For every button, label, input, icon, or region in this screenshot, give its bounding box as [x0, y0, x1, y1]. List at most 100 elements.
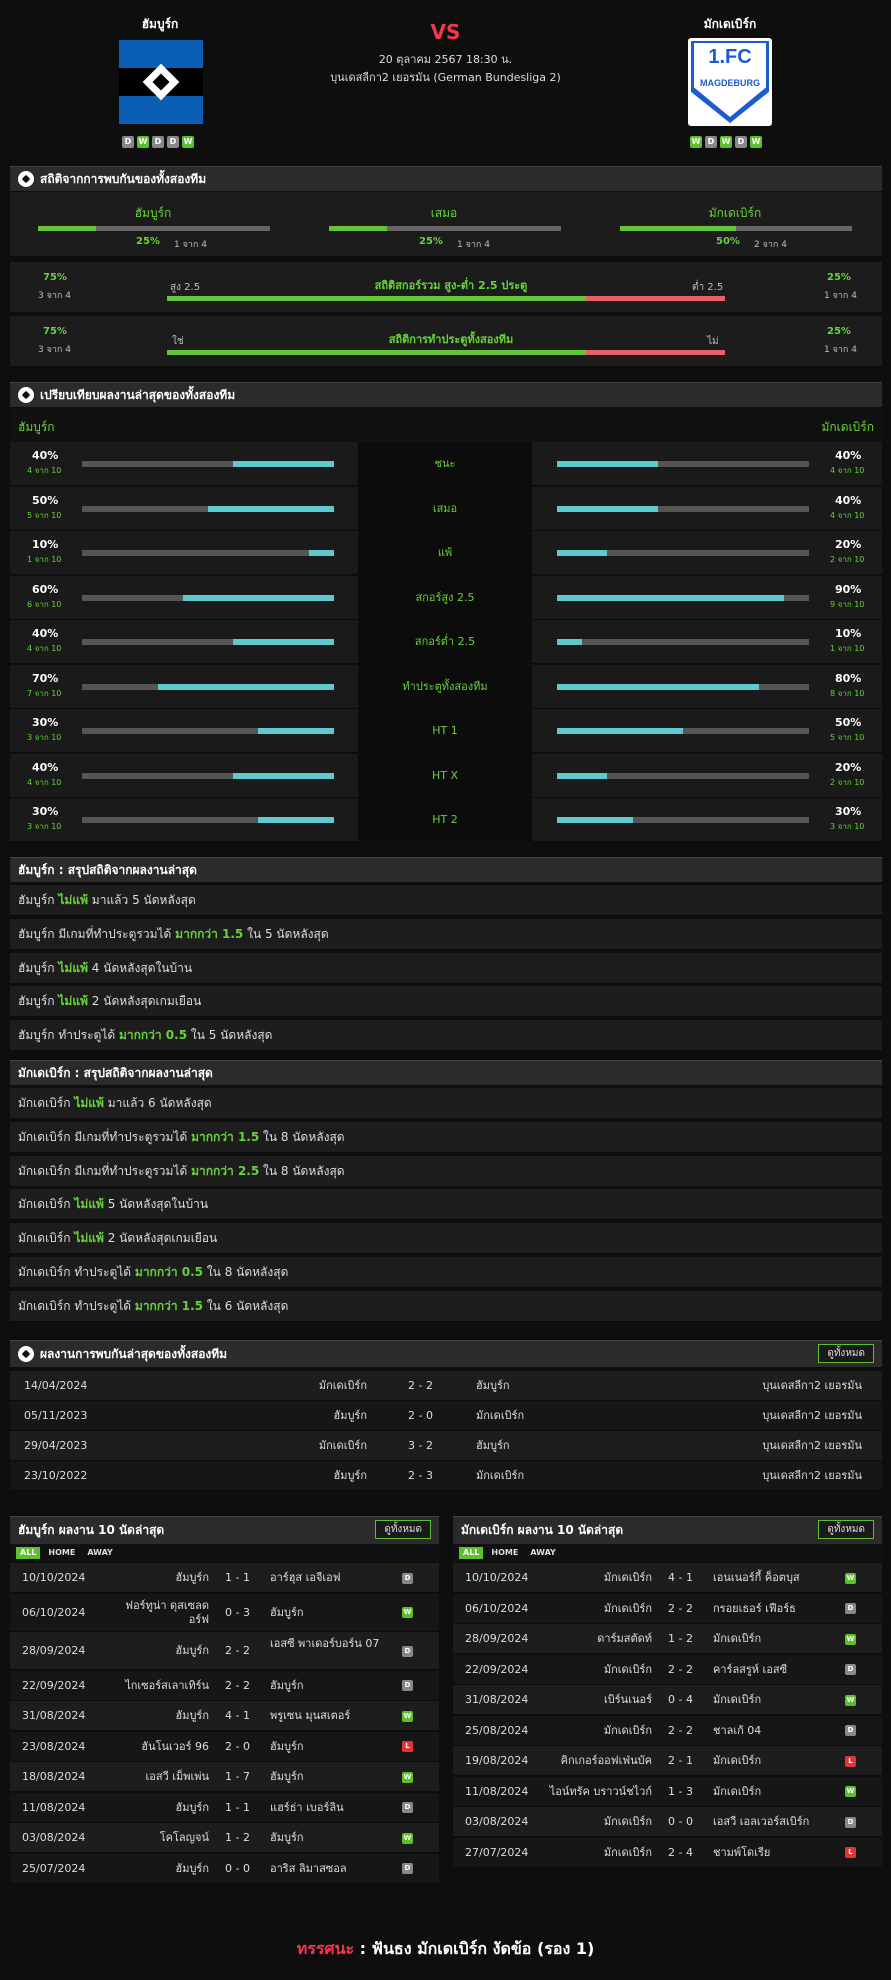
- view-all-button[interactable]: ดูทั้งหมด: [818, 1344, 874, 1363]
- summary-text: มักเดเบิร์ก ทำประตูได้: [18, 1298, 135, 1313]
- home-summary-title: ฮัมบูร์ก : สรุปสถิติจากผลงานล่าสุด: [18, 862, 197, 877]
- summary-text: มักเดเบิร์ก: [18, 1197, 75, 1212]
- home-sub: 5 จาก 10: [27, 510, 62, 520]
- tab-home[interactable]: HOME: [48, 1548, 76, 1557]
- form-badge[interactable]: W: [720, 136, 732, 148]
- home-team: มักเดเบิร์ก: [318, 1439, 367, 1452]
- h2h-stats-title: สถิติจากการพบกันของทั้งสองทีม: [40, 171, 207, 186]
- h2h-result-row: 29/04/2023 มักเดเบิร์ก 3 - 2 ฮัมบูร์ก บุนเดส…: [10, 1431, 882, 1461]
- away-pct: 50%: [835, 716, 862, 729]
- btts-yes-sub: 3 จาก 4: [38, 345, 71, 355]
- away-bar: [557, 461, 809, 467]
- prediction-label: ทรรศนะ: [296, 1939, 355, 1958]
- away-team: มักเดเบิร์ก: [713, 1632, 762, 1645]
- view-all-button[interactable]: ดูทั้งหมด: [375, 1520, 431, 1539]
- summary-highlight: มากกว่า 0.5: [118, 1028, 188, 1043]
- match-date: 31/08/2024: [22, 1709, 86, 1722]
- home-summary-header: ฮัมบูร์ก : สรุปสถิติจากผลงานล่าสุด: [10, 857, 882, 882]
- home-sub: 4 จาก 10: [27, 777, 62, 787]
- away-team: ฮัมบูร์ก: [270, 1831, 304, 1844]
- form-badge[interactable]: W: [690, 136, 702, 148]
- home-bar-fill: [308, 550, 334, 556]
- result-badge: D: [845, 1603, 856, 1614]
- stat-label: HT 2: [358, 798, 532, 842]
- away-team: มักเดเบิร์ก: [476, 1469, 525, 1482]
- result-badge: W: [845, 1572, 856, 1584]
- home-bar: [82, 461, 334, 467]
- compare-row: 10% 1 จาก 10 แพ้ 20% 2 จาก 10: [10, 531, 882, 575]
- home-pct: 50%: [32, 493, 59, 507]
- away-bar: [557, 639, 809, 645]
- form-badge[interactable]: W: [750, 136, 762, 148]
- home-team: มักเดเบิร์ก: [603, 1845, 652, 1859]
- h2h-col-sub: 2 จาก 4: [754, 240, 787, 250]
- away-team: มักเดเบิร์ก: [713, 1754, 762, 1767]
- tab-away[interactable]: AWAY: [87, 1548, 113, 1557]
- score: 3 - 2: [408, 1439, 433, 1452]
- home-team-logo: [119, 40, 203, 124]
- result-row: 03/08/2024 โคโลญจน์ 1 - 2 ฮัมบูร์ก W: [10, 1823, 439, 1853]
- h2h-col-sub: 1 จาก 4: [457, 240, 490, 250]
- btts-title: สถิติการทำประตูทั้งสองทีม: [388, 333, 514, 346]
- match-date: 25/07/2024: [22, 1861, 86, 1875]
- form-badge[interactable]: D: [705, 136, 717, 148]
- home-pct: 40%: [32, 627, 59, 640]
- stat-label: เสมอ: [358, 486, 532, 531]
- view-all-button[interactable]: ดูทั้งหมด: [818, 1520, 874, 1539]
- home-team: มักเดเบิร์ก: [603, 1815, 652, 1828]
- away-sub: 3 จาก 10: [830, 822, 865, 831]
- away-bar-fill: [557, 728, 683, 734]
- result-badge: W: [845, 1694, 856, 1706]
- away-summary-header: มักเดเบิร์ก : สรุปสถิติจากผลงานล่าสุด: [10, 1060, 882, 1085]
- result-row: 25/08/2024 มักเดเบิร์ก 2 - 2 ชาลเก้ 04 D: [453, 1715, 882, 1746]
- summary-text: ใน 8 นัดหลังสุด: [203, 1265, 289, 1279]
- summary-text: 4 นัดหลังสุดในบ้าน: [87, 960, 193, 975]
- form-badge[interactable]: W: [137, 136, 149, 148]
- form-badge[interactable]: D: [735, 136, 747, 148]
- home-bar: [82, 728, 334, 734]
- tab-home[interactable]: HOME: [491, 1548, 519, 1557]
- btts-yes-label: ใช่: [172, 336, 184, 347]
- result-badge: W: [402, 1607, 413, 1618]
- tab-all[interactable]: ALL: [16, 1547, 41, 1559]
- h2h-col-pct: 25%: [136, 236, 160, 247]
- h2h-col-bar-fill: [620, 226, 736, 231]
- summary-row: มักเดเบิร์ก ทำประตูได้ มากกว่า 0.5 ใน 8 …: [10, 1257, 882, 1288]
- h2h-col-bar-fill: [38, 226, 96, 231]
- away-team: ฮัมบูร์ก: [270, 1770, 304, 1783]
- summary-text: ฮัมบูร์ก มีเกมที่ทำประตูรวมได้: [18, 926, 176, 941]
- result-badge: W: [845, 1786, 856, 1797]
- summary-text: มักเดเบิร์ก: [18, 1231, 75, 1246]
- tab-away[interactable]: AWAY: [530, 1548, 556, 1557]
- away-sub: 9 จาก 10: [830, 599, 865, 609]
- summary-highlight: ไม่แพ้: [58, 960, 88, 975]
- home-sub: 4 จาก 10: [27, 466, 62, 475]
- stat-label: สกอร์สูง 2.5: [358, 575, 532, 620]
- form-badge[interactable]: D: [122, 136, 134, 148]
- tab-all[interactable]: ALL: [459, 1547, 484, 1559]
- score: 1 - 3: [668, 1784, 693, 1798]
- form-badge[interactable]: D: [152, 136, 164, 148]
- result-row: 22/09/2024 มักเดเบิร์ก 2 - 2 คาร์ลสรูห์ เอส…: [453, 1654, 882, 1685]
- form-badge[interactable]: D: [167, 136, 179, 148]
- h2h-result-row: 23/10/2022 ฮัมบูร์ก 2 - 3 มักเดเบิร์ก บุนเดส…: [10, 1461, 882, 1491]
- match-date: 28/09/2024: [465, 1632, 529, 1645]
- away-bar: [557, 817, 809, 823]
- away-team: แฮร์ธ่า เบอร์ลิน: [270, 1800, 344, 1814]
- result-badge: D: [402, 1680, 413, 1691]
- form-badge[interactable]: W: [182, 136, 194, 148]
- ou-bar: [167, 296, 725, 301]
- compare-team-row: ฮัมบูร์ก มักเดเบิร์ก: [10, 408, 882, 442]
- result-badge: W: [402, 1710, 413, 1722]
- summary-highlight: มากกว่า 0.5: [134, 1265, 203, 1279]
- score: 4 - 1: [668, 1571, 693, 1584]
- match-date: 23/10/2022: [24, 1469, 88, 1482]
- ou-under-label: ต่ำ 2.5: [692, 282, 724, 293]
- result-badge: D: [402, 1645, 413, 1657]
- result-badge: D: [402, 1572, 413, 1584]
- summary-text: ฮัมบูร์ก ทำประตูได้: [18, 1028, 119, 1043]
- away-pct: 40%: [835, 449, 862, 462]
- compare-title: เปรียบเทียบผลงานล่าสุดของทั้งสองทีม: [40, 387, 236, 402]
- match-date: 25/08/2024: [465, 1723, 529, 1737]
